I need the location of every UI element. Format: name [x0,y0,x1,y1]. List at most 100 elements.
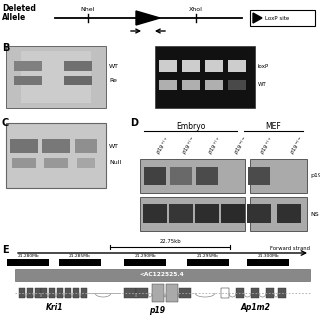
Text: 21.290Mb: 21.290Mb [134,254,156,258]
Text: XhoI: XhoI [189,7,203,12]
Text: D: D [130,118,138,128]
Bar [152,284,164,302]
Text: 21.295Mb: 21.295Mb [197,254,219,258]
Text: 21.300Mb: 21.300Mb [257,254,279,258]
Text: <AC122525.4: <AC122525.4 [140,273,184,277]
Text: 21.280Mb: 21.280Mb [17,254,39,258]
Text: $p19^{+/+}$: $p19^{+/+}$ [258,135,278,157]
Bar [159,60,177,72]
Bar [65,288,71,298]
Text: Kri1: Kri1 [46,303,64,312]
Bar [182,60,200,72]
Text: Forward strand: Forward strand [270,246,310,251]
Bar [247,259,289,266]
Bar [6,46,106,108]
Text: WT: WT [258,83,267,87]
Bar [59,259,101,266]
Text: LoxP site: LoxP site [265,15,289,20]
Bar [250,197,307,231]
Bar [42,139,70,153]
Bar [7,259,49,266]
Bar [143,204,167,223]
Text: $p19^{+/-}$: $p19^{+/-}$ [180,135,200,157]
Bar [159,80,177,90]
Bar [221,204,245,223]
Bar [144,167,166,185]
Bar [19,288,25,298]
Bar [15,269,310,281]
Text: Ap1m2: Ap1m2 [240,303,270,312]
Polygon shape [136,11,160,25]
Text: p19: p19 [149,306,165,315]
Bar [236,288,244,298]
Text: 21.285Mb: 21.285Mb [69,254,91,258]
Bar [205,60,223,72]
Bar [228,60,246,72]
Text: WT: WT [109,143,119,148]
Bar [49,288,55,298]
Bar [251,288,259,298]
Bar [10,139,38,153]
Bar [228,80,246,90]
Text: Null: Null [109,161,121,165]
Bar [44,158,68,168]
Bar [136,288,148,298]
Bar [170,167,192,185]
Bar [57,288,63,298]
Bar [64,61,92,71]
Bar [81,288,87,298]
Bar [35,288,41,298]
Text: p19: p19 [310,173,320,179]
Text: B: B [2,43,9,53]
Bar [187,259,229,266]
Polygon shape [253,13,262,23]
Text: Re: Re [109,78,117,84]
Text: $p19^{-/-}$: $p19^{-/-}$ [232,135,252,157]
Bar [221,288,229,298]
Bar [140,159,245,193]
Bar [247,204,271,223]
Bar [6,123,106,188]
Bar [169,204,193,223]
Bar [14,76,42,85]
Bar [250,10,315,26]
Bar [248,167,270,185]
Text: $p19^{-/-}$: $p19^{-/-}$ [288,135,308,157]
Bar [124,259,166,266]
Bar [205,80,223,90]
Bar [140,197,245,231]
Bar [155,46,255,108]
Text: Embryo: Embryo [176,122,205,131]
Bar [277,204,301,223]
Bar [166,284,178,302]
Text: $p19^{+/+}$: $p19^{+/+}$ [206,135,226,157]
Bar [12,158,36,168]
Bar [196,167,218,185]
Text: Deleted: Deleted [2,4,36,13]
Text: NheI: NheI [81,7,95,12]
Bar [266,288,274,298]
Text: Allele: Allele [2,13,26,22]
Bar [182,80,200,90]
Bar [250,159,307,193]
Text: C: C [2,118,9,128]
Bar [21,51,91,103]
Text: WT: WT [109,63,119,68]
Bar [64,76,92,85]
Bar [75,139,97,153]
Text: loxP: loxP [258,63,269,68]
Bar [77,158,95,168]
Text: E: E [2,245,9,255]
Bar [73,288,79,298]
Text: 22.75kb: 22.75kb [159,239,181,244]
Bar [41,288,47,298]
Bar [27,288,33,298]
Text: $p19^{+/+}$: $p19^{+/+}$ [154,135,174,157]
Bar [278,288,286,298]
Bar [179,288,191,298]
Bar [124,288,136,298]
Text: MEF: MEF [266,122,281,131]
Bar [195,204,219,223]
Bar [14,61,42,71]
Text: NS: NS [310,212,319,217]
